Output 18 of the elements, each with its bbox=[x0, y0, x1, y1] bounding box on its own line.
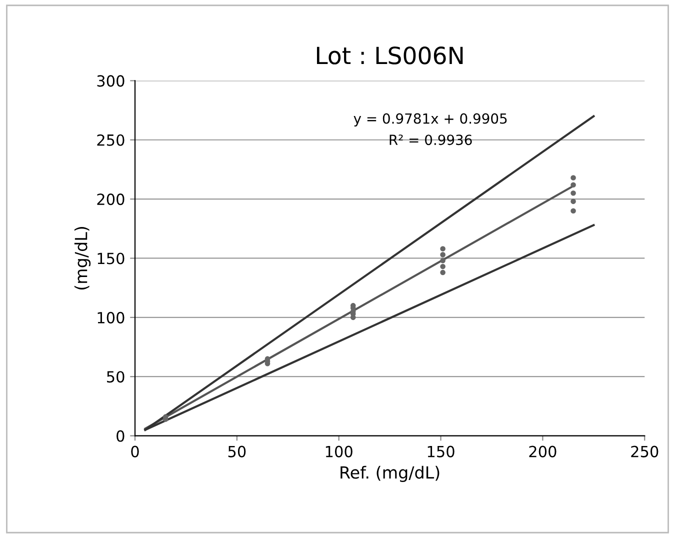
y-tick-label: 250 bbox=[97, 134, 124, 146]
y-tick-label: 200 bbox=[97, 194, 124, 206]
annotation: R² = 0.9936 bbox=[390, 134, 472, 146]
x-tick-label: 50 bbox=[228, 446, 246, 458]
annotation: y = 0.9781x + 0.9905 bbox=[354, 113, 507, 126]
x-axis-title: Ref. (mg/dL) bbox=[340, 466, 440, 482]
x-tick-label: 200 bbox=[529, 446, 556, 458]
y-tick-label: 150 bbox=[98, 252, 124, 264]
y-tick-label: 100 bbox=[98, 312, 124, 324]
x-tick-label: 150 bbox=[428, 446, 454, 458]
x-tick-label: 0 bbox=[131, 446, 139, 458]
y-axis-title: (mg/dL) bbox=[74, 227, 91, 290]
y-tick-label: 300 bbox=[97, 75, 124, 87]
y-tick-label: 50 bbox=[107, 371, 124, 383]
y-tick-label: 0 bbox=[116, 430, 124, 442]
x-tick-label: 250 bbox=[631, 446, 658, 458]
x-tick-label: 100 bbox=[326, 446, 352, 458]
chart-title: Lot : LS006N bbox=[316, 46, 463, 64]
